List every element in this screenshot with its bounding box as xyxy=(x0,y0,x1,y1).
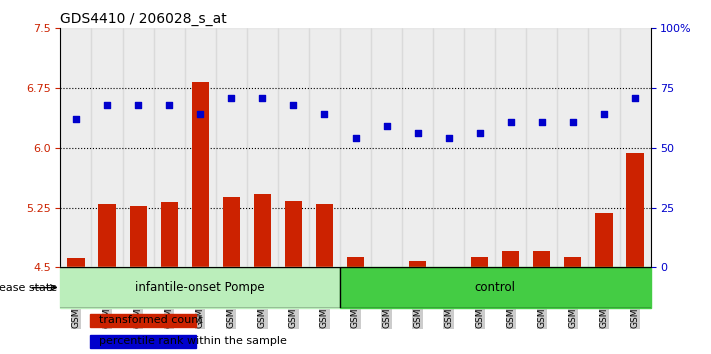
Bar xyxy=(589,28,619,267)
Point xyxy=(567,119,579,124)
Bar xyxy=(247,28,278,267)
Point xyxy=(70,116,82,122)
Bar xyxy=(68,258,85,267)
Bar xyxy=(122,28,154,267)
Bar xyxy=(340,28,371,267)
Bar xyxy=(595,213,612,267)
Bar xyxy=(626,153,643,267)
Text: transformed count: transformed count xyxy=(99,315,203,325)
Bar xyxy=(402,28,433,267)
Point xyxy=(505,119,516,124)
Point xyxy=(350,136,361,141)
Bar xyxy=(440,267,457,270)
Bar xyxy=(285,201,302,267)
Bar xyxy=(347,257,364,267)
Text: control: control xyxy=(475,281,515,294)
Bar xyxy=(496,28,526,267)
Bar xyxy=(371,28,402,267)
Bar xyxy=(309,28,340,267)
Bar xyxy=(60,267,340,308)
Point xyxy=(257,95,268,101)
Point xyxy=(195,112,206,117)
Bar xyxy=(161,202,178,267)
Bar xyxy=(409,261,426,267)
Text: disease state: disease state xyxy=(0,282,57,293)
Bar xyxy=(154,28,185,267)
Point xyxy=(102,102,113,108)
Bar xyxy=(90,314,196,327)
Point xyxy=(443,136,454,141)
Point xyxy=(536,119,547,124)
Bar xyxy=(557,28,589,267)
Bar xyxy=(129,206,146,267)
Bar xyxy=(92,28,122,267)
Bar xyxy=(378,267,395,274)
Text: infantile-onset Pompe: infantile-onset Pompe xyxy=(135,281,265,294)
Bar xyxy=(215,28,247,267)
Bar xyxy=(278,28,309,267)
Point xyxy=(474,131,486,136)
Bar xyxy=(99,204,116,267)
Point xyxy=(412,131,423,136)
Text: GDS4410 / 206028_s_at: GDS4410 / 206028_s_at xyxy=(60,12,228,26)
Bar xyxy=(533,251,550,267)
Text: percentile rank within the sample: percentile rank within the sample xyxy=(99,336,287,346)
Bar xyxy=(464,28,496,267)
Bar xyxy=(619,28,651,267)
Point xyxy=(598,112,609,117)
Point xyxy=(288,102,299,108)
Bar xyxy=(502,251,519,267)
Bar xyxy=(433,28,464,267)
Point xyxy=(132,102,144,108)
Bar xyxy=(185,28,215,267)
Point xyxy=(381,124,392,129)
Bar xyxy=(526,28,557,267)
Bar xyxy=(565,257,582,267)
Bar xyxy=(192,82,209,267)
Bar xyxy=(254,194,271,267)
Point xyxy=(225,95,237,101)
Bar xyxy=(90,335,196,348)
Bar xyxy=(60,28,92,267)
Point xyxy=(164,102,175,108)
Bar xyxy=(340,267,651,308)
Bar xyxy=(223,197,240,267)
Point xyxy=(319,112,330,117)
Point xyxy=(629,95,641,101)
Bar xyxy=(471,257,488,267)
Bar xyxy=(316,204,333,267)
